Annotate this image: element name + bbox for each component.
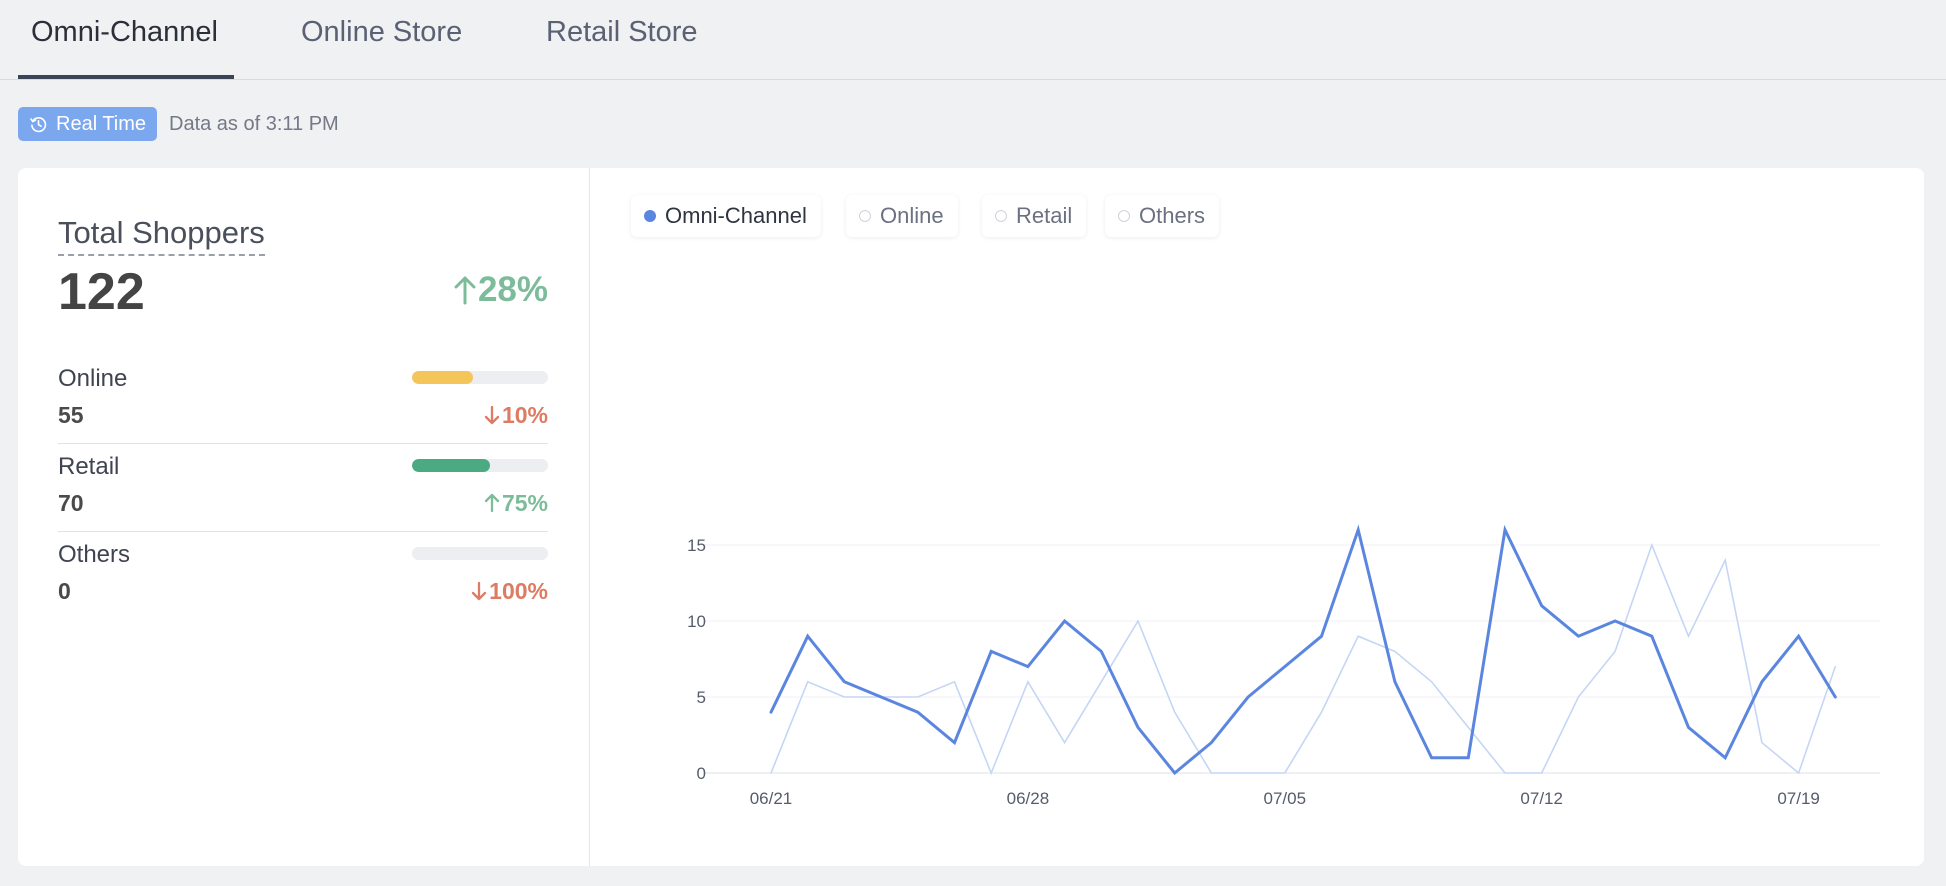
- stat-value-others: 0: [58, 578, 71, 604]
- legend-dot-icon: [859, 210, 871, 222]
- legend-label-omni-channel: Omni-Channel: [665, 203, 807, 228]
- data-as-of-text: Data as of 3:11 PM: [169, 113, 339, 135]
- real-time-label: Real Time: [56, 113, 147, 135]
- y-tick-label: 5: [697, 688, 706, 707]
- legend-omni-channel[interactable]: Omni-Channel: [631, 195, 821, 237]
- stat-row-retail: Retail 70 75%: [58, 444, 548, 532]
- card-divider: [589, 168, 590, 866]
- y-tick-label: 0: [697, 764, 706, 783]
- tab-retail-store[interactable]: Retail Store: [546, 16, 698, 48]
- channel-tabs: Omni-Channel Online Store Retail Store: [0, 0, 1946, 80]
- stat-name-retail: Retail: [58, 453, 120, 480]
- legend-dot-icon: [995, 210, 1007, 222]
- legend-dot-icon: [1118, 210, 1130, 222]
- legend-dot-icon: [644, 210, 656, 222]
- progress-bar-online: [412, 371, 548, 384]
- legend-others[interactable]: Others: [1105, 195, 1220, 237]
- total-shoppers-value: 122: [58, 263, 145, 321]
- x-tick-label: 07/19: [1777, 789, 1820, 808]
- arrow-up-icon: [484, 493, 500, 513]
- x-tick-label: 06/21: [750, 789, 793, 808]
- stat-delta-retail-value: 75%: [501, 490, 548, 516]
- progress-fill-online: [412, 371, 474, 384]
- stat-value-online: 55: [58, 402, 84, 428]
- y-tick-label: 15: [687, 536, 706, 555]
- arrow-down-icon: [472, 581, 487, 601]
- stat-name-others: Others: [58, 541, 131, 568]
- x-tick-label: 06/28: [1007, 789, 1050, 808]
- clock-history-icon: [30, 116, 47, 132]
- stat-delta-retail: 75%: [484, 488, 548, 518]
- series-line-comparison: [770, 542, 1837, 776]
- total-shoppers-delta: 28%: [454, 268, 548, 312]
- shoppers-card: Total Shoppers 122 28% Online 55 10% Ret…: [18, 168, 1924, 866]
- tab-online-store[interactable]: Online Store: [301, 16, 463, 48]
- legend-online[interactable]: Online: [846, 195, 958, 237]
- progress-bar-others: [412, 547, 548, 560]
- legend-label-others: Others: [1139, 203, 1206, 228]
- arrow-up-icon: [454, 276, 476, 305]
- stat-delta-others-value: 100%: [489, 578, 548, 604]
- x-tick-label: 07/05: [1264, 789, 1307, 808]
- legend-retail[interactable]: Retail: [982, 195, 1087, 237]
- shoppers-line-chart[interactable]: 0 5 10 15 06/21 06/28 07/05 07/12 07/19: [18, 168, 1924, 866]
- arrow-down-icon: [484, 405, 500, 425]
- total-shoppers-label[interactable]: Total Shoppers: [58, 214, 265, 256]
- stat-name-online: Online: [58, 365, 128, 392]
- stat-row-online: Online 55 10%: [58, 356, 548, 444]
- x-tick-label: 07/12: [1520, 789, 1563, 808]
- stat-row-others: Others 0 100%: [58, 532, 548, 620]
- legend-label-retail: Retail: [1016, 203, 1073, 228]
- legend-label-online: Online: [880, 203, 944, 228]
- progress-bar-retail: [412, 459, 548, 472]
- stat-delta-others: 100%: [471, 576, 548, 606]
- progress-fill-retail: [412, 459, 490, 472]
- tab-omni-channel[interactable]: Omni-Channel: [18, 0, 234, 79]
- stat-delta-online: 10%: [484, 400, 548, 430]
- y-tick-label: 10: [687, 612, 706, 631]
- stat-value-retail: 70: [58, 490, 84, 516]
- total-delta-value: 28%: [477, 270, 548, 309]
- series-line-omni-channel: [769, 524, 1837, 776]
- real-time-badge[interactable]: Real Time: [18, 107, 158, 141]
- stat-delta-online-value: 10%: [501, 402, 548, 428]
